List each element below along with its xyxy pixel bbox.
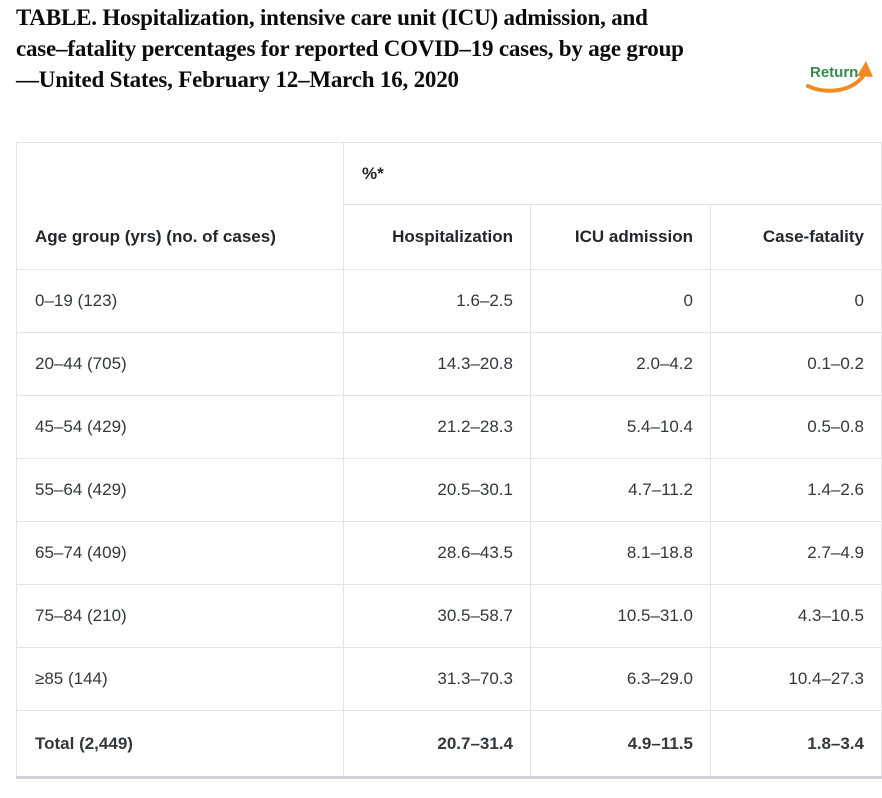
value-cell: 6.3–29.0 [530,647,711,711]
value-cell: 20.5–30.1 [343,458,531,522]
table-row: 55–64 (429) 20.5–30.1 4.7–11.2 1.4–2.6 [16,458,882,522]
value-cell: 0 [710,269,882,333]
age-group-cell: 65–74 (409) [16,521,344,585]
age-group-cell: 0–19 (123) [16,269,344,333]
table-header: Age group (yrs) (no. of cases) %* Hospit… [16,142,882,270]
table-row: 75–84 (210) 30.5–58.7 10.5–31.0 4.3–10.5 [16,584,882,648]
value-cell: 8.1–18.8 [530,521,711,585]
return-link[interactable]: Return [804,54,876,98]
column-header-case-fatality: Case-fatality [710,204,882,270]
value-cell: 4.7–11.2 [530,458,711,522]
value-cell: 2.0–4.2 [530,332,711,396]
data-table: Age group (yrs) (no. of cases) %* Hospit… [16,142,882,779]
value-cell: 4.9–11.5 [530,710,711,778]
table-row: ≥85 (144) 31.3–70.3 6.3–29.0 10.4–27.3 [16,647,882,711]
value-cell: 21.2–28.3 [343,395,531,459]
column-header-age-group: Age group (yrs) (no. of cases) [16,142,344,270]
value-cell: 5.4–10.4 [530,395,711,459]
age-group-cell: ≥85 (144) [16,647,344,711]
page-title: TABLE. Hospitalization, intensive care u… [16,2,684,95]
value-cell: 4.3–10.5 [710,584,882,648]
table-row: 0–19 (123) 1.6–2.5 0 0 [16,269,882,333]
value-cell: 2.7–4.9 [710,521,882,585]
age-group-cell: 75–84 (210) [16,584,344,648]
table-row: 45–54 (429) 21.2–28.3 5.4–10.4 0.5–0.8 [16,395,882,459]
title-line-1: TABLE. Hospitalization, intensive care u… [16,5,648,30]
value-cell: 31.3–70.3 [343,647,531,711]
value-cell: 30.5–58.7 [343,584,531,648]
return-arrow-icon [806,61,873,93]
column-header-hospitalization: Hospitalization [343,204,531,270]
table-header-row: Hospitalization ICU admission Case-fatal… [17,204,882,270]
value-cell: 1.4–2.6 [710,458,882,522]
value-cell: 28.6–43.5 [343,521,531,585]
value-cell: 0.5–0.8 [710,395,882,459]
value-cell: 14.3–20.8 [343,332,531,396]
value-cell: 1.6–2.5 [343,269,531,333]
value-cell: 10.5–31.0 [530,584,711,648]
value-cell: 20.7–31.4 [343,710,531,778]
table-body: 0–19 (123) 1.6–2.5 0 0 20–44 (705) 14.3–20.8 2… [16,269,882,778]
return-link-label: Return [810,64,859,81]
column-header-icu-admission: ICU admission [530,204,711,270]
table-row: Total (2,449) 20.7–31.4 4.9–11.5 1.8–3.4 [16,710,882,778]
table-row: 20–44 (705) 14.3–20.8 2.0–4.2 0.1–0.2 [16,332,882,396]
table-header-group-row: Age group (yrs) (no. of cases) %* [16,142,882,270]
percent-group-header: %* [343,142,882,205]
age-group-cell: 55–64 (429) [16,458,344,522]
value-cell: 0.1–0.2 [710,332,882,396]
value-cell: 1.8–3.4 [710,710,882,778]
age-group-cell: Total (2,449) [16,710,344,778]
value-cell: 0 [530,269,711,333]
age-group-cell: 45–54 (429) [16,395,344,459]
title-line-3: —United States, February 12–March 16, 20… [16,67,459,92]
age-group-cell: 20–44 (705) [16,332,344,396]
value-cell: 10.4–27.3 [710,647,882,711]
table-row: 65–74 (409) 28.6–43.5 8.1–18.8 2.7–4.9 [16,521,882,585]
title-line-2: case–fatality percentages for reported C… [16,36,684,61]
